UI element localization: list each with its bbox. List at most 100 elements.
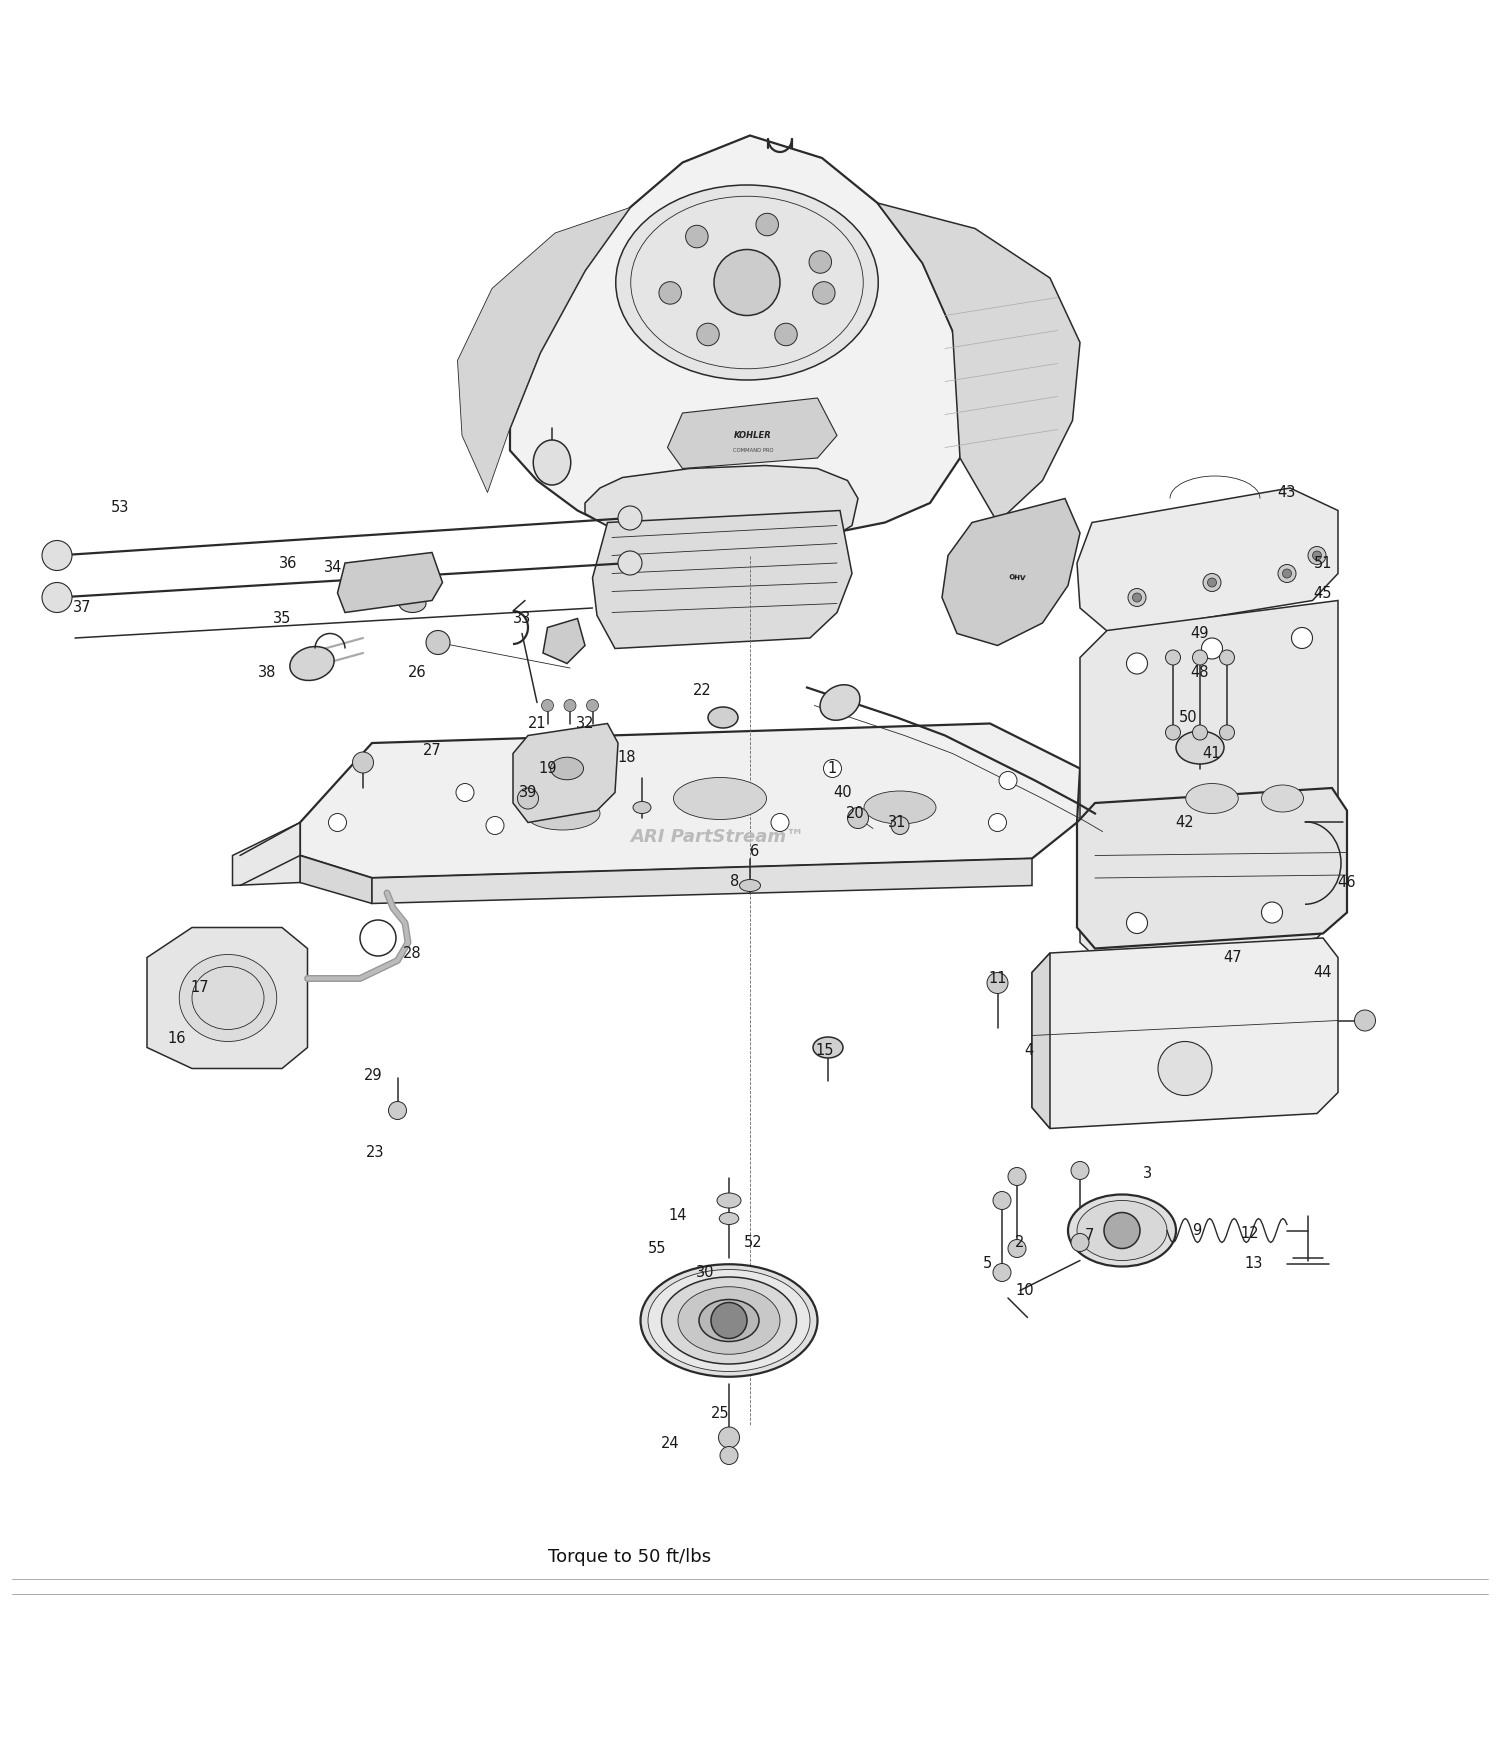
Circle shape: [711, 1302, 747, 1339]
Text: 25: 25: [711, 1407, 729, 1421]
Text: 3: 3: [1143, 1166, 1152, 1180]
Circle shape: [658, 282, 681, 305]
Text: 23: 23: [366, 1146, 384, 1160]
Ellipse shape: [1185, 783, 1239, 813]
Circle shape: [1278, 564, 1296, 583]
Ellipse shape: [525, 797, 600, 830]
Text: 51: 51: [1314, 555, 1332, 571]
Circle shape: [1292, 627, 1312, 648]
Polygon shape: [513, 724, 618, 822]
Ellipse shape: [640, 1264, 818, 1377]
Text: 16: 16: [168, 1031, 186, 1046]
Text: 38: 38: [258, 665, 276, 681]
Polygon shape: [372, 858, 1032, 904]
Polygon shape: [585, 465, 858, 550]
Text: 10: 10: [1016, 1283, 1034, 1299]
Text: 22: 22: [693, 682, 711, 698]
Ellipse shape: [662, 1276, 796, 1363]
Circle shape: [847, 808, 868, 829]
Circle shape: [686, 225, 708, 247]
Text: 37: 37: [74, 601, 92, 616]
Ellipse shape: [821, 684, 860, 721]
Circle shape: [988, 813, 1006, 832]
Circle shape: [1312, 550, 1322, 561]
Text: 41: 41: [1203, 745, 1221, 761]
Polygon shape: [1080, 601, 1338, 968]
Polygon shape: [147, 928, 308, 1069]
Text: 40: 40: [834, 785, 852, 801]
Polygon shape: [300, 855, 372, 904]
Circle shape: [1166, 724, 1180, 740]
Polygon shape: [300, 724, 1080, 877]
Circle shape: [1202, 637, 1222, 660]
Text: 34: 34: [324, 561, 342, 575]
Ellipse shape: [1077, 1201, 1167, 1260]
Circle shape: [756, 214, 778, 235]
Circle shape: [618, 550, 642, 575]
Circle shape: [993, 1264, 1011, 1281]
Text: 5: 5: [982, 1255, 992, 1271]
Polygon shape: [592, 510, 852, 648]
Ellipse shape: [708, 707, 738, 728]
Text: 18: 18: [618, 750, 636, 766]
Text: 52: 52: [744, 1234, 762, 1250]
Circle shape: [388, 1102, 406, 1119]
Ellipse shape: [380, 583, 406, 602]
Text: 15: 15: [816, 1043, 834, 1059]
Text: 32: 32: [576, 716, 594, 731]
Circle shape: [42, 540, 72, 571]
Circle shape: [1158, 1041, 1212, 1095]
Circle shape: [987, 973, 1008, 994]
Text: 53: 53: [111, 500, 129, 515]
Text: 9: 9: [1192, 1222, 1202, 1238]
Circle shape: [1008, 1168, 1026, 1186]
Circle shape: [1308, 547, 1326, 564]
Text: 7: 7: [1084, 1227, 1094, 1243]
Text: 20: 20: [846, 806, 864, 822]
Circle shape: [42, 583, 72, 613]
Circle shape: [999, 771, 1017, 789]
Text: 50: 50: [1179, 710, 1197, 724]
Circle shape: [1220, 649, 1234, 665]
Polygon shape: [458, 207, 630, 493]
Text: 48: 48: [1191, 665, 1209, 681]
Text: 1: 1: [828, 761, 837, 776]
Text: 8: 8: [730, 874, 740, 888]
Circle shape: [1166, 649, 1180, 665]
Polygon shape: [338, 552, 442, 613]
Text: 44: 44: [1314, 965, 1332, 980]
Text: 36: 36: [279, 555, 297, 571]
Ellipse shape: [678, 1287, 780, 1354]
Ellipse shape: [358, 573, 386, 592]
Circle shape: [1354, 1010, 1376, 1031]
Text: 24: 24: [662, 1436, 680, 1450]
Ellipse shape: [813, 1038, 843, 1059]
Circle shape: [774, 324, 798, 346]
Circle shape: [1128, 588, 1146, 606]
Polygon shape: [1077, 487, 1338, 634]
Ellipse shape: [864, 790, 936, 823]
Ellipse shape: [180, 954, 276, 1041]
Text: 45: 45: [1314, 585, 1332, 601]
Circle shape: [824, 759, 842, 778]
Text: 2: 2: [1016, 1234, 1025, 1250]
Circle shape: [1071, 1234, 1089, 1252]
Polygon shape: [878, 204, 1080, 522]
Ellipse shape: [290, 646, 334, 681]
Text: 46: 46: [1338, 876, 1356, 890]
Ellipse shape: [720, 1212, 738, 1224]
Text: OHV: OHV: [1008, 575, 1026, 581]
Text: COMMAND PRO: COMMAND PRO: [732, 447, 774, 453]
Text: 43: 43: [1278, 486, 1296, 500]
Circle shape: [813, 282, 836, 305]
Circle shape: [1220, 724, 1234, 740]
Text: 13: 13: [1245, 1255, 1263, 1271]
Circle shape: [1104, 1212, 1140, 1248]
Polygon shape: [510, 136, 968, 552]
Text: 21: 21: [528, 716, 546, 731]
Circle shape: [1071, 1161, 1089, 1179]
Circle shape: [718, 1428, 740, 1449]
Circle shape: [1262, 902, 1282, 923]
Circle shape: [352, 752, 374, 773]
Text: 4: 4: [1024, 1043, 1033, 1059]
